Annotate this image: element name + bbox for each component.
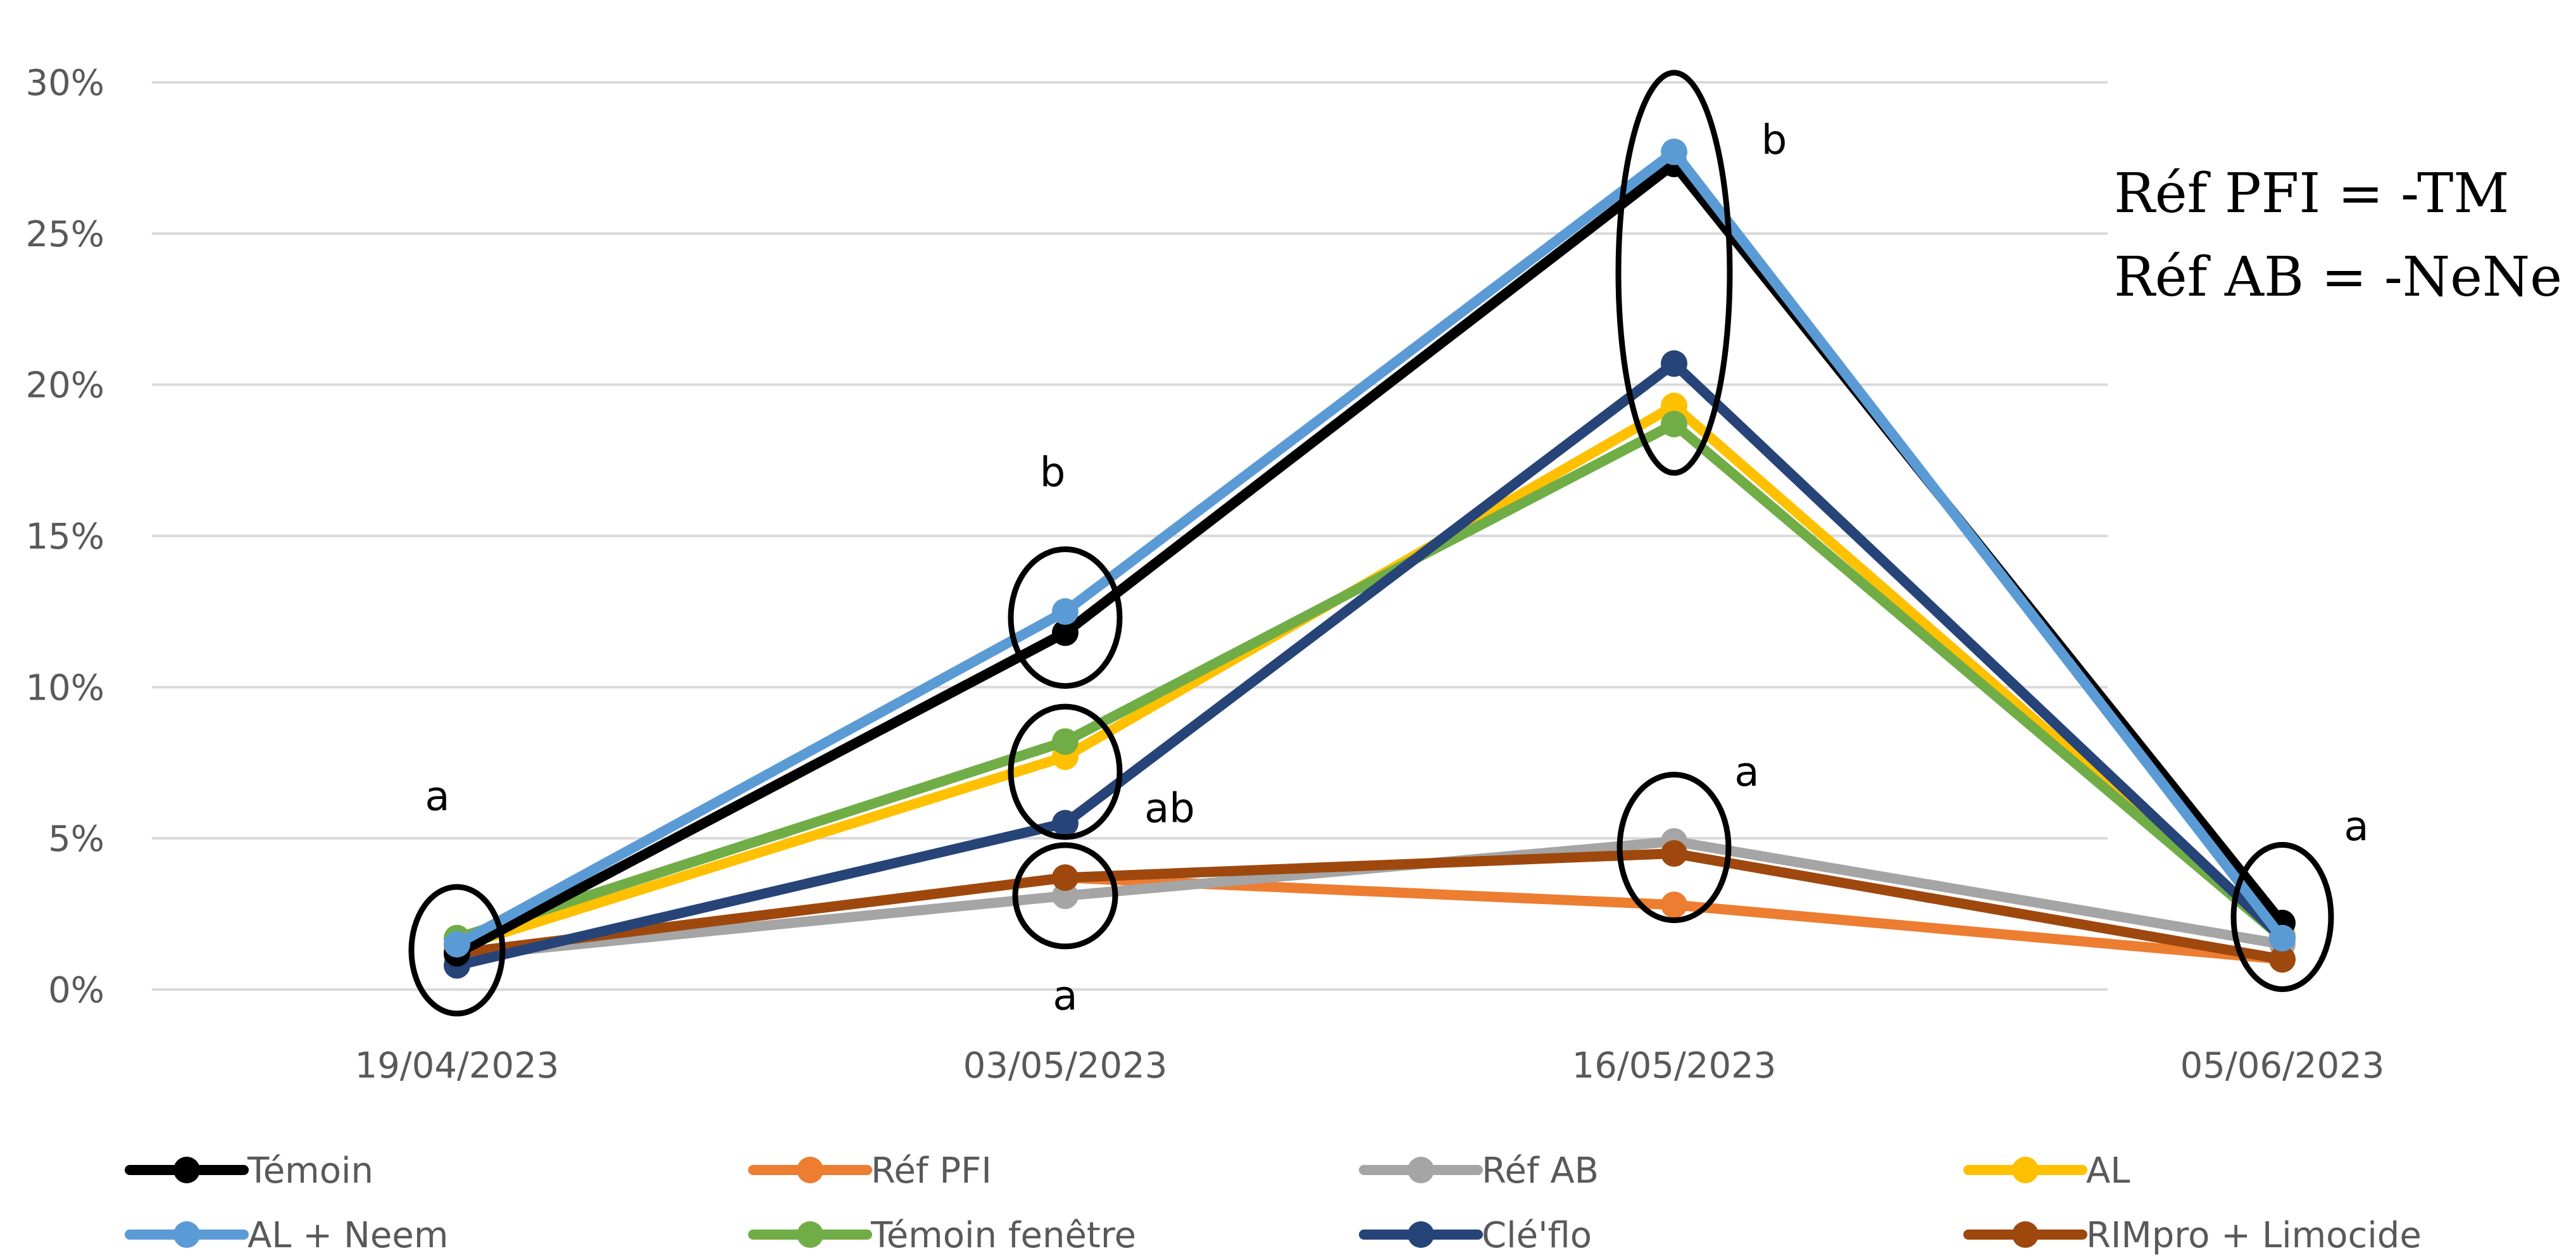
data-point — [1661, 840, 1687, 867]
series-line — [452, 146, 2287, 950]
legend-item: Clé'flo — [1359, 1215, 1592, 1256]
significance-ellipse — [1008, 703, 1123, 840]
y-tick-label: 5% — [48, 819, 104, 860]
y-tick-label: 30% — [26, 63, 104, 104]
data-point — [2269, 946, 2296, 973]
x-axis-ticks: 19/04/2023 03/05/2023 16/05/2023 05/06/2023 — [355, 1045, 2385, 1086]
legend-item: AL — [1963, 1150, 2130, 1192]
data-point — [1052, 598, 1079, 625]
data-point — [1052, 864, 1079, 891]
x-tick-label: 05/06/2023 — [2180, 1045, 2385, 1086]
legend-label: Réf AB — [1482, 1150, 1599, 1192]
legend: Témoin Réf PFI Réf AB AL AL + Neem Témoin fen… — [125, 1150, 2422, 1256]
x-tick-label: 16/05/2023 — [1572, 1045, 1777, 1086]
significance-letter: a — [425, 773, 449, 820]
legend-item: Témoin — [125, 1150, 373, 1192]
data-point — [1052, 619, 1079, 646]
data-point — [1052, 810, 1079, 837]
y-tick-label: 10% — [26, 667, 104, 708]
data-point — [1661, 350, 1687, 377]
legend-swatch-marker — [2012, 1157, 2039, 1183]
data-point — [2269, 924, 2296, 952]
legend-swatch-marker — [1408, 1157, 1434, 1183]
legend-item: AL + Neem — [125, 1215, 448, 1256]
data-point — [1661, 891, 1687, 919]
significance-ellipse — [408, 884, 506, 1017]
legend-item: Témoin fenêtre — [748, 1215, 1136, 1256]
legend-label: Témoin fenêtre — [870, 1215, 1136, 1256]
significance-ellipse — [1008, 546, 1123, 689]
significance-ellipse — [1616, 771, 1732, 923]
series-line — [452, 418, 2287, 943]
legend-label: RIMpro + Limocide — [2086, 1215, 2422, 1256]
data-point — [1661, 138, 1687, 165]
legend-swatch-marker — [1408, 1221, 1434, 1248]
significance-ellipse — [1012, 842, 1118, 950]
data-point — [444, 931, 470, 958]
series-line — [452, 358, 2287, 971]
y-tick-label: 20% — [26, 365, 104, 406]
series-line — [452, 158, 2287, 959]
reference-note: Réf AB = -NeNe — [2114, 246, 2562, 309]
legend-label: Témoin — [247, 1150, 373, 1192]
series-lines — [444, 138, 2296, 979]
legend-label: Clé'flo — [1482, 1215, 1592, 1256]
significance-letter: b — [1761, 117, 1787, 164]
y-axis-ticks: 0% 5% 10% 15% 20% 25% 30% — [26, 63, 104, 1011]
significance-letter: ab — [1144, 785, 1195, 832]
y-tick-label: 0% — [48, 970, 104, 1011]
legend-label: AL — [2086, 1150, 2130, 1192]
legend-swatch-marker — [173, 1157, 200, 1183]
series-al — [444, 393, 2296, 961]
y-tick-label: 25% — [26, 214, 104, 255]
significance-letter: a — [2344, 803, 2368, 850]
series-t-moin — [444, 150, 2296, 967]
x-tick-label: 19/04/2023 — [355, 1045, 560, 1086]
significance-letter: b — [1040, 450, 1066, 496]
series-line — [452, 848, 2287, 965]
y-tick-label: 15% — [26, 517, 104, 558]
significance-ellipses — [408, 70, 2334, 1017]
legend-label: AL + Neem — [247, 1215, 448, 1256]
reference-note: Réf PFI = -TM — [2114, 162, 2509, 225]
legend-swatch-marker — [2012, 1221, 2039, 1248]
legend-item: Réf PFI — [748, 1150, 992, 1192]
series-cl-flo — [444, 350, 2296, 979]
x-tick-label: 03/05/2023 — [963, 1045, 1168, 1086]
grid-lines — [152, 81, 2108, 991]
significance-letter: a — [1734, 749, 1759, 796]
data-point — [1661, 410, 1687, 437]
legend-swatch-marker — [173, 1221, 200, 1248]
reference-notes: Réf PFI = -TM Réf AB = -NeNe — [2114, 162, 2562, 309]
legend-item: Réf AB — [1359, 1150, 1599, 1192]
significance-ellipse — [2230, 841, 2334, 992]
legend-label: Réf PFI — [871, 1150, 992, 1192]
legend-item: RIMpro + Limocide — [1963, 1215, 2422, 1256]
significance-letter: a — [1053, 973, 1077, 1020]
legend-swatch-marker — [797, 1221, 823, 1248]
legend-swatch-marker — [797, 1157, 823, 1183]
significance-ellipse — [1615, 70, 1733, 476]
data-point — [1052, 728, 1079, 755]
series-al-neem — [444, 138, 2296, 958]
